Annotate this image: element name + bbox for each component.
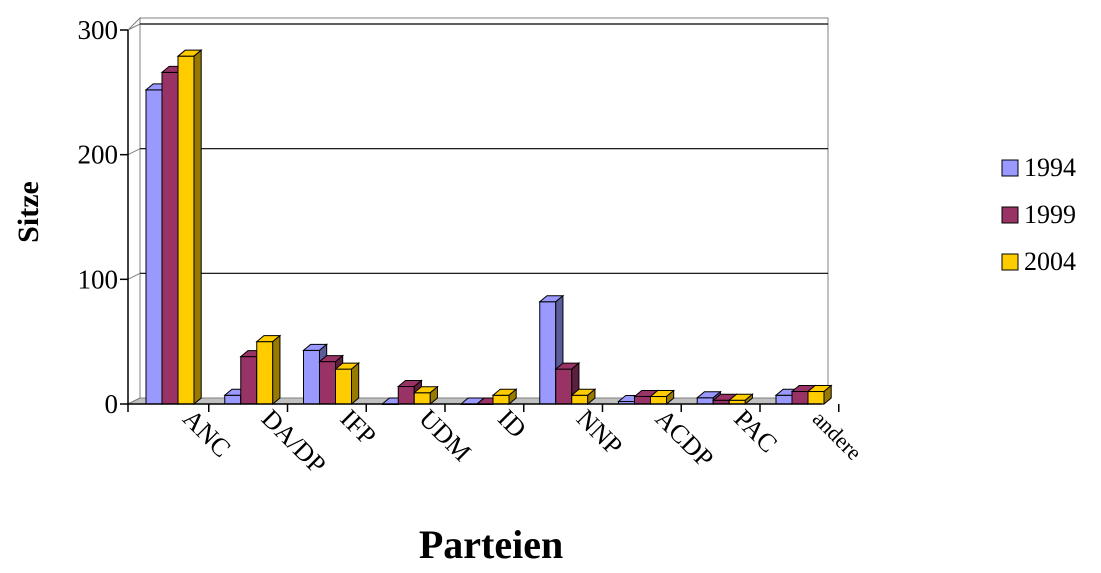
bar-front [177, 55, 195, 405]
gridline-side [127, 272, 141, 280]
legend: 1994 1999 2004 [1001, 153, 1076, 276]
gridline-side [127, 23, 141, 31]
bar-ID-2004 [491, 388, 518, 406]
bar-side [823, 384, 832, 406]
bar-DA/DP-2004 [255, 334, 282, 406]
bar-NNP-2004 [570, 388, 597, 406]
bar-side [666, 389, 675, 406]
gridlines [127, 23, 828, 280]
x-axis-label: Parteien [419, 522, 563, 567]
back-wall [139, 17, 829, 399]
bar-front [145, 89, 163, 405]
x-tick-label: PAC [728, 404, 783, 459]
legend-label: 2004 [1024, 247, 1076, 276]
bar-front [335, 368, 352, 405]
bar-front [791, 391, 809, 405]
bar-front [555, 368, 573, 405]
legend-label: 1994 [1024, 153, 1076, 182]
bar-front [256, 341, 274, 405]
bar-front [775, 394, 793, 405]
y-tick-label: 0 [105, 389, 119, 419]
bar-front [571, 394, 589, 405]
x-tick-label: ID [492, 404, 532, 444]
axes [127, 30, 822, 405]
bar-ANC-2004 [176, 49, 203, 406]
x-ticks: ANC DA/DP IFP UDM ID NNP ACDP PAC andere [127, 404, 867, 480]
x-tick-label: ACDP [650, 404, 720, 474]
legend-swatch [1001, 206, 1019, 224]
plot-walls [127, 16, 830, 405]
bar-side [587, 388, 596, 406]
bar-front [807, 391, 825, 405]
gridline-side [127, 148, 141, 156]
bar-side [508, 388, 517, 406]
bar-front [224, 394, 242, 405]
bar-front [303, 349, 320, 405]
bar-andere-2004 [806, 384, 833, 406]
x-tick-label: IFP [335, 404, 382, 451]
legend-item: 2004 [1001, 247, 1076, 276]
legend-item: 1999 [1001, 200, 1076, 229]
y-tick-label: 100 [78, 264, 119, 294]
y-tick-label: 300 [78, 15, 119, 45]
bar-PAC-2004 [727, 393, 754, 406]
bar-ACDP-2004 [649, 389, 676, 406]
bar-front [319, 361, 336, 405]
bar-side [272, 334, 281, 406]
bar-front [240, 356, 258, 405]
bar-front [696, 397, 714, 405]
x-tick-label: andere [808, 406, 867, 465]
bars [144, 49, 833, 406]
y-tick-label: 200 [78, 140, 119, 170]
bar-front [492, 394, 510, 405]
x-tick-label: NNP [571, 404, 628, 461]
bar-front [650, 396, 667, 405]
y-ticks: 0 100 200 300 [78, 15, 128, 419]
legend-swatch [1001, 159, 1019, 177]
legend-item: 1994 [1001, 153, 1076, 182]
bar-front [161, 71, 179, 405]
bar-side [351, 362, 360, 406]
bar-IFP-2004 [334, 362, 361, 406]
bar-front [397, 386, 415, 405]
y-axis-label: Sitze [12, 181, 45, 243]
bar-UDM-2004 [412, 385, 439, 406]
legend-label: 1999 [1024, 200, 1076, 229]
bar-front [539, 301, 557, 405]
bar-side [744, 393, 753, 406]
x-tick-label: UDM [413, 404, 476, 467]
bar-side [193, 49, 202, 406]
bar-front [413, 392, 431, 405]
bar-front [634, 396, 651, 405]
side-wall [127, 16, 141, 405]
x-tick-label: DA/DP [256, 404, 332, 480]
legend-swatch [1001, 253, 1019, 271]
x-tick-label: ANC [177, 404, 236, 463]
bar-side [429, 385, 438, 406]
